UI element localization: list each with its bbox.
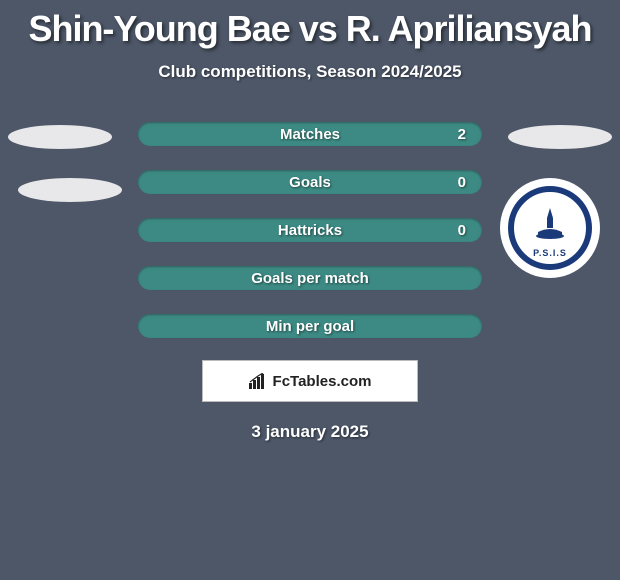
club-badge: P.S.I.S bbox=[500, 178, 600, 278]
page-title: Shin-Young Bae vs R. Apriliansyah bbox=[0, 0, 620, 50]
right-player-avatar-placeholder bbox=[508, 125, 612, 149]
stat-bar-matches: Matches 2 bbox=[138, 122, 482, 146]
bar-chart-icon bbox=[249, 373, 267, 389]
club-badge-inner: P.S.I.S bbox=[508, 186, 592, 270]
date-text: 3 january 2025 bbox=[0, 422, 620, 442]
stat-label: Hattricks bbox=[278, 222, 342, 239]
stat-bar-min-per-goal: Min per goal bbox=[138, 314, 482, 338]
stat-value: 2 bbox=[458, 126, 466, 143]
stat-bar-goals: Goals 0 bbox=[138, 170, 482, 194]
stat-label: Min per goal bbox=[266, 318, 354, 335]
left-player-avatar-placeholder-2 bbox=[18, 178, 122, 202]
stat-label: Matches bbox=[280, 126, 340, 143]
subtitle: Club competitions, Season 2024/2025 bbox=[0, 62, 620, 82]
stat-value: 0 bbox=[458, 174, 466, 191]
stat-label: Goals bbox=[289, 174, 331, 191]
stat-bar-hattricks: Hattricks 0 bbox=[138, 218, 482, 242]
club-badge-text: P.S.I.S bbox=[533, 248, 567, 258]
branding-box: FcTables.com bbox=[202, 360, 418, 402]
stat-label: Goals per match bbox=[251, 270, 369, 287]
monument-icon bbox=[530, 204, 570, 244]
stat-bar-goals-per-match: Goals per match bbox=[138, 266, 482, 290]
left-player-avatar-placeholder-1 bbox=[8, 125, 112, 149]
branding-text: FcTables.com bbox=[273, 373, 372, 390]
stat-value: 0 bbox=[458, 222, 466, 239]
